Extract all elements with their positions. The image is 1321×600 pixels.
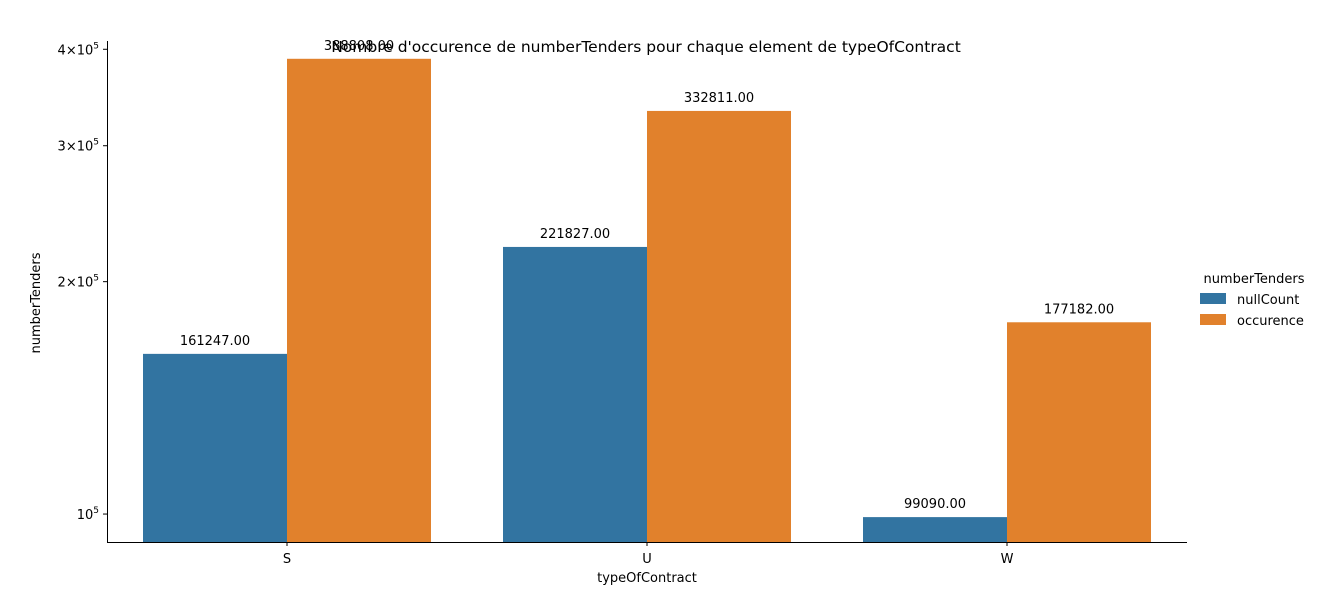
bar-value-label: 99090.00 [904,497,966,512]
bar-value-label: 221827.00 [540,227,610,242]
bar-occurence-S [287,58,431,542]
legend: numberTenders nullCount occurence [1200,272,1305,329]
bar-nullCount-W [863,517,1007,542]
x-axis-label: typeOfContract [597,571,697,586]
x-tick-label: S [283,552,291,567]
legend-swatch-occurence [1200,314,1226,325]
bar-occurence-W [1007,322,1151,542]
bar-labels: 161247.00 388808.00 221827.00 332811.00 9909… [180,39,1114,512]
y-tick-label: 105 [77,506,99,523]
x-tick-label: U [642,552,652,567]
bar-value-label: 177182.00 [1044,302,1114,317]
bar-value-label: 161247.00 [180,334,250,349]
legend-title: numberTenders [1203,272,1304,287]
bar-value-label: 388808.00 [324,39,394,54]
legend-swatch-nullCount [1200,293,1226,304]
chart-title: Nombre d'occurence de numberTenders pour… [331,38,961,56]
bar-nullCount-U [503,246,647,542]
x-tick-label: W [1001,552,1014,567]
y-ticks: 105 2×105 3×105 4×105 [58,41,107,523]
y-tick-label: 2×105 [58,274,99,291]
y-tick-label: 3×105 [58,138,99,155]
legend-label-occurence: occurence [1237,314,1304,329]
bar-nullCount-S [143,353,287,542]
legend-label-nullCount: nullCount [1237,293,1299,308]
bars [143,58,1151,543]
bar-occurence-U [647,110,791,543]
y-axis-label: numberTenders [29,252,44,353]
y-tick-label: 4×105 [58,41,99,58]
bar-value-label: 332811.00 [684,91,754,106]
